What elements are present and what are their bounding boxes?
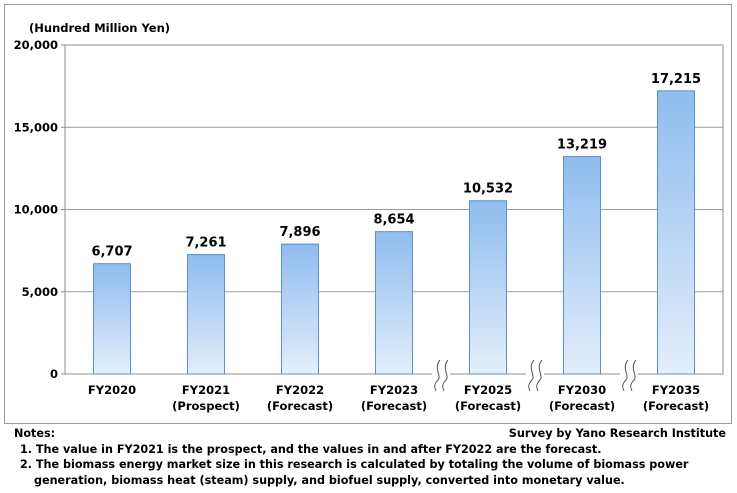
notes-block: Notes: Survey by Yano Research Institute… [14,426,726,488]
x-tick-label: FY2022 [276,383,324,397]
x-tick-label: FY2035 [652,383,700,397]
note-item-2-continuation: generation, biomass heat (steam) supply,… [34,473,625,487]
x-tick-label: FY2030 [558,383,606,397]
y-tick-label: 0 [50,367,58,381]
chart-frame: (Hundred Million Yen) 6,707 FY2020 7,261 FY… [4,4,732,424]
x-tick-label: FY2025 [464,383,512,397]
bar-value-label: 10,532 [463,182,513,197]
x-tick-label: (Forecast) [455,399,521,413]
x-tick-label: FY2023 [370,383,418,397]
x-tick-label: FY2020 [88,383,136,397]
bar-chart: (Hundred Million Yen) 6,707 FY2020 7,261 FY… [14,21,724,413]
bar [281,243,319,375]
notes-heading: Notes: [14,427,56,440]
bar-value-label: 17,215 [651,72,701,87]
y-tick-label: 5,000 [22,285,58,299]
x-tick-label: (Forecast) [267,399,333,413]
note-item-2-text: 2. The biomass energy market size in thi… [20,458,689,471]
y-tick-label: 15,000 [14,120,58,134]
note-item-1-text: 1. The value in FY2021 is the prospect, … [20,442,602,456]
bar [93,263,131,375]
bar [469,200,507,375]
bar-value-label: 8,654 [373,213,414,228]
x-tick-label: (Prospect) [172,399,240,413]
y-tick-label: 20,000 [14,38,58,52]
x-tick-label: (Forecast) [361,399,427,413]
axis-break-marker [526,358,544,392]
bar [563,156,601,375]
y-axis-unit-label: (Hundred Million Yen) [29,21,170,35]
bar [187,254,225,375]
y-tick-label: 10,000 [14,203,58,217]
axis-break-marker [620,358,638,392]
bar-value-label: 13,219 [557,138,607,153]
axis-break-marker [432,358,450,392]
x-tick-label: (Forecast) [549,399,615,413]
bar [657,90,695,375]
bar-value-label: 7,261 [185,236,226,251]
x-tick-label: (Forecast) [643,399,709,413]
note-item-2: 2. The biomass energy market size in thi… [14,457,726,488]
x-tick-label: FY2021 [182,383,230,397]
source-credit: Survey by Yano Research Institute [508,427,726,440]
note-item-1: 1. The value in FY2021 is the prospect, … [14,442,726,458]
bar-value-label: 6,707 [91,245,132,260]
bar [375,231,413,375]
bar-value-label: 7,896 [279,225,320,240]
